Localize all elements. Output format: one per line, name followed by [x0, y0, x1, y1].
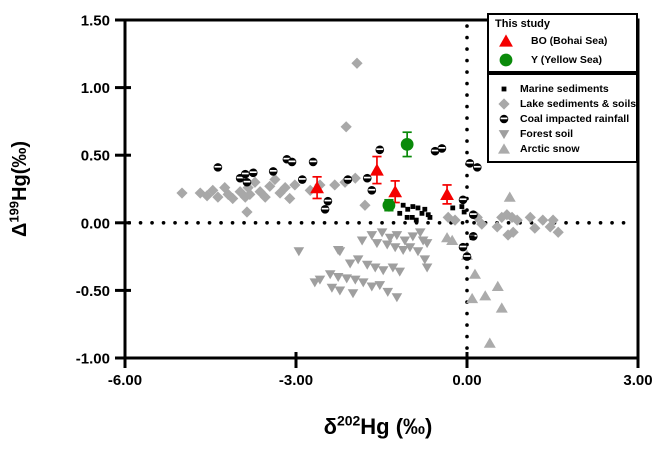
triangle-down-gray-icon — [498, 129, 510, 139]
x-tick-label: -3.00 — [279, 372, 313, 389]
legend-ref-item: Lake sediments & soils — [495, 96, 636, 111]
series-coal-impacted-rainfall — [213, 144, 482, 261]
legend-study-item: BO (Bohai Sea) — [495, 32, 636, 49]
legend-ref-item: Forest soil — [495, 126, 636, 141]
series-forest-soil — [293, 228, 433, 303]
legend-label: Coal impacted rainfall — [520, 112, 630, 125]
legend-ref-item: Coal impacted rainfall — [495, 111, 636, 126]
legend-label: Y (Yellow Sea) — [531, 53, 603, 66]
x-tick-label: 0.00 — [452, 372, 481, 389]
x-tick-label: -6.00 — [108, 372, 142, 389]
x-axis: -6.00 -3.00 0.00 3.00 — [108, 352, 653, 389]
diamond-gray-icon — [498, 97, 510, 110]
series-y-yellow-sea- — [382, 131, 414, 212]
legend-title: This study — [495, 18, 551, 30]
legend-study-item: Y (Yellow Sea) — [495, 51, 636, 68]
x-tick-label: 3.00 — [623, 372, 652, 389]
triangle-up-gray-icon — [498, 142, 510, 154]
y-tick-label: -1.00 — [76, 351, 110, 368]
y-tick-label: 0.50 — [81, 148, 110, 165]
legend-label: Forest soil — [520, 127, 574, 140]
square-black-icon — [501, 86, 507, 91]
circle-half-icon — [499, 114, 509, 123]
circle-green-icon — [499, 53, 513, 66]
legend-label: Lake sediments & soils — [520, 97, 637, 110]
x-axis-title: δ202Hg (‰) — [324, 413, 433, 439]
legend-reference-series: Marine sediments Lake sediments & soils Co… — [487, 73, 638, 163]
y-tick-label: 1.00 — [81, 80, 110, 97]
y-axis: 1.50 1.00 0.50 0.00 -0.50 -1.00 — [76, 13, 131, 368]
y-axis-title: Δ199Hg(‰) — [6, 141, 31, 237]
triangle-red-icon — [499, 33, 513, 47]
legend-this-study: This study BO (Bohai Sea) Y (Yellow Sea) — [487, 13, 638, 73]
series-lake-sediments-soils — [176, 57, 564, 241]
y-tick-label: 0.00 — [81, 215, 110, 232]
y-tick-label: -0.50 — [76, 283, 110, 300]
legend-label: Marine sediments — [520, 82, 609, 95]
y-tick-label: 1.50 — [81, 13, 110, 30]
legend-label: Arctic snow — [520, 142, 580, 155]
series-bo-bohai-sea- — [310, 155, 454, 205]
series-marine-sediments — [397, 202, 475, 241]
plot-frame — [123, 18, 640, 360]
legend-ref-item: Marine sediments — [495, 81, 636, 96]
legend-label: BO (Bohai Sea) — [531, 34, 608, 47]
legend-ref-item: Arctic snow — [495, 141, 636, 156]
